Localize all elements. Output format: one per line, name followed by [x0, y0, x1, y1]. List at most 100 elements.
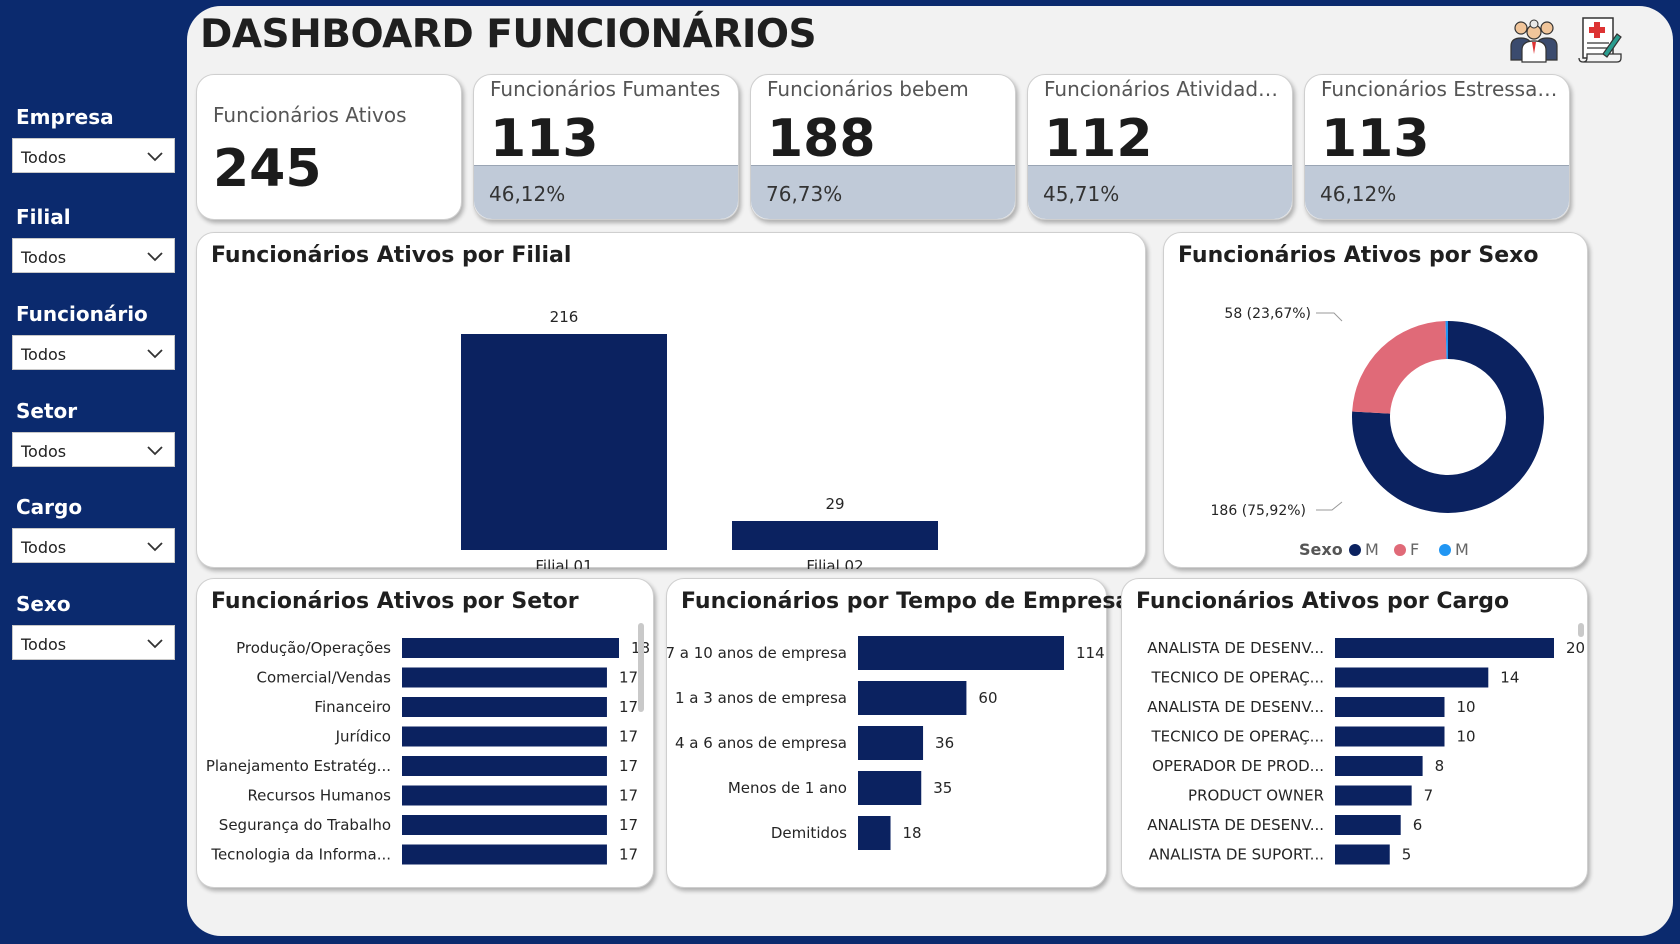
chart-title: Funcionários Ativos por Setor — [211, 589, 579, 614]
bar-data-label: 6 — [1413, 816, 1423, 834]
legend-marker — [1349, 544, 1361, 556]
bar[interactable] — [1335, 667, 1489, 688]
kpi-card-atividade: Funcionários Atividade... 112 45,71% — [1027, 74, 1293, 220]
bar[interactable] — [858, 681, 967, 715]
chart-card-setor: Funcionários Ativos por Setor Produção/O… — [196, 578, 654, 888]
bar[interactable] — [1335, 844, 1390, 865]
y-tick-label: Comercial/Vendas — [256, 669, 391, 687]
kpi-value: 113 — [1321, 109, 1430, 169]
cargo-bar-chart: ANALISTA DE DESENV... 20 TECNICO DE OPERAÇ… — [1147, 623, 1585, 865]
kpi-card-bebem: Funcionários bebem 188 76,73% — [750, 74, 1016, 220]
chevron-down-icon — [147, 639, 163, 649]
legend-marker — [1394, 544, 1406, 556]
bar[interactable] — [402, 844, 607, 865]
setor-bar-chart: Produção/Operações18Comercial/Vendas17Fi… — [206, 623, 650, 865]
bar-data-label: 17 — [619, 698, 638, 716]
bar[interactable] — [1335, 785, 1412, 806]
y-tick-label: ANALISTA DE SUPORT... — [1149, 846, 1324, 864]
filter-select-sexo[interactable]: Todos — [12, 625, 175, 660]
scrollbar[interactable] — [1578, 623, 1584, 637]
bar[interactable] — [402, 756, 607, 776]
filter-value: Todos — [21, 442, 67, 461]
chart-card-tempo: Funcionários por Tempo de Empresa 7 a 10… — [666, 578, 1130, 888]
y-tick-label: TECNICO DE OPERAÇ... — [1150, 669, 1324, 687]
kpi-title: Funcionários Estressados — [1321, 77, 1561, 101]
slice-data-label: 186 (75,92%) — [1211, 503, 1306, 519]
filter-value: Todos — [21, 538, 67, 557]
bar-data-label: 10 — [1457, 698, 1476, 716]
bar[interactable] — [858, 636, 1064, 670]
bar-data-label: 35 — [933, 779, 952, 797]
bar-data-label: 17 — [619, 728, 638, 746]
donut-slice[interactable] — [1445, 321, 1448, 360]
filter-sidebar: Empresa Todos Filial Todos Funcionário T… — [0, 0, 186, 944]
filial-bar[interactable] — [461, 334, 667, 550]
bar[interactable] — [1335, 815, 1401, 835]
bar[interactable] — [1335, 697, 1445, 717]
bar[interactable] — [858, 771, 922, 805]
chevron-down-icon — [147, 152, 163, 162]
filter-label-sexo: Sexo — [16, 592, 71, 616]
filter-select-funcionario[interactable]: Todos — [12, 335, 175, 370]
filial-bar-chart: 216 Filial 01 29 Filial 02 — [461, 308, 938, 569]
bar[interactable] — [858, 816, 891, 850]
y-tick-label: Planejamento Estratég... — [206, 757, 391, 775]
filter-value: Todos — [21, 635, 67, 654]
bar-data-label: 17 — [619, 757, 638, 775]
filial-bar[interactable] — [732, 521, 938, 550]
tempo-bar-chart: 7 a 10 anos de empresa 114 1 a 3 anos de e… — [667, 636, 1105, 850]
employees-group-icon — [1510, 19, 1558, 63]
kpi-band: 46,12% — [1305, 165, 1569, 219]
legend-label: M — [1365, 540, 1379, 559]
legend-title: Sexo — [1299, 540, 1343, 559]
y-tick-label: Menos de 1 ano — [728, 779, 847, 797]
kpi-card-fumantes: Funcionários Fumantes 113 46,12% — [473, 74, 739, 220]
bar[interactable] — [858, 726, 924, 760]
bar[interactable] — [402, 726, 607, 747]
bar-data-label: 17 — [619, 787, 638, 805]
kpi-percent: 76,73% — [766, 182, 843, 206]
bar-data-label: 17 — [619, 846, 638, 864]
medical-document-icon — [1578, 17, 1622, 63]
bar[interactable] — [1335, 726, 1445, 747]
filter-label-setor: Setor — [16, 399, 78, 423]
filter-label-cargo: Cargo — [16, 495, 83, 519]
chevron-down-icon — [147, 349, 163, 359]
kpi-title: Funcionários Atividade... — [1044, 77, 1284, 101]
sexo-donut-chart: 58 (23,67%) 186 (75,92%) Sexo M F M — [1211, 306, 1544, 559]
bar[interactable] — [402, 697, 607, 717]
y-tick-label: TECNICO DE OPERAÇ... — [1150, 728, 1324, 746]
y-tick-label: Produção/Operações — [236, 639, 391, 657]
chevron-down-icon — [147, 542, 163, 552]
kpi-card-estressados: Funcionários Estressados 113 46,12% — [1304, 74, 1570, 220]
kpi-value: 112 — [1044, 109, 1153, 169]
kpi-title: Funcionários bebem — [767, 77, 969, 101]
y-tick-label: ANALISTA DE DESENV... — [1147, 816, 1324, 834]
filter-select-cargo[interactable]: Todos — [12, 528, 175, 563]
bar[interactable] — [1335, 756, 1423, 776]
filter-select-empresa[interactable]: Todos — [12, 138, 175, 173]
kpi-title: Funcionários Fumantes — [490, 77, 721, 101]
chart-title: Funcionários Ativos por Cargo — [1136, 589, 1510, 614]
donut-slice[interactable] — [1352, 321, 1544, 513]
filter-value: Todos — [21, 148, 67, 167]
scrollbar[interactable] — [638, 623, 644, 712]
filter-select-filial[interactable]: Todos — [12, 238, 175, 273]
bar-data-label: 20 — [1566, 639, 1585, 657]
donut-slice[interactable] — [1352, 321, 1447, 414]
y-tick-label: Segurança do Trabalho — [219, 816, 391, 834]
bar[interactable] — [402, 667, 607, 688]
legend-label: M — [1455, 540, 1469, 559]
bar-data-label: 60 — [978, 689, 997, 707]
bar[interactable] — [1335, 638, 1554, 658]
y-tick-label: ANALISTA DE DESENV... — [1147, 698, 1324, 716]
filter-select-setor[interactable]: Todos — [12, 432, 175, 467]
legend-label: F — [1410, 540, 1419, 559]
bar[interactable] — [402, 785, 607, 806]
leader-line — [1316, 501, 1343, 511]
chart-card-filial: Funcionários Ativos por Filial 216 Filial… — [196, 232, 1146, 569]
bar[interactable] — [402, 815, 607, 835]
x-tick-label: Filial 01 — [535, 557, 592, 569]
bar[interactable] — [402, 638, 619, 658]
